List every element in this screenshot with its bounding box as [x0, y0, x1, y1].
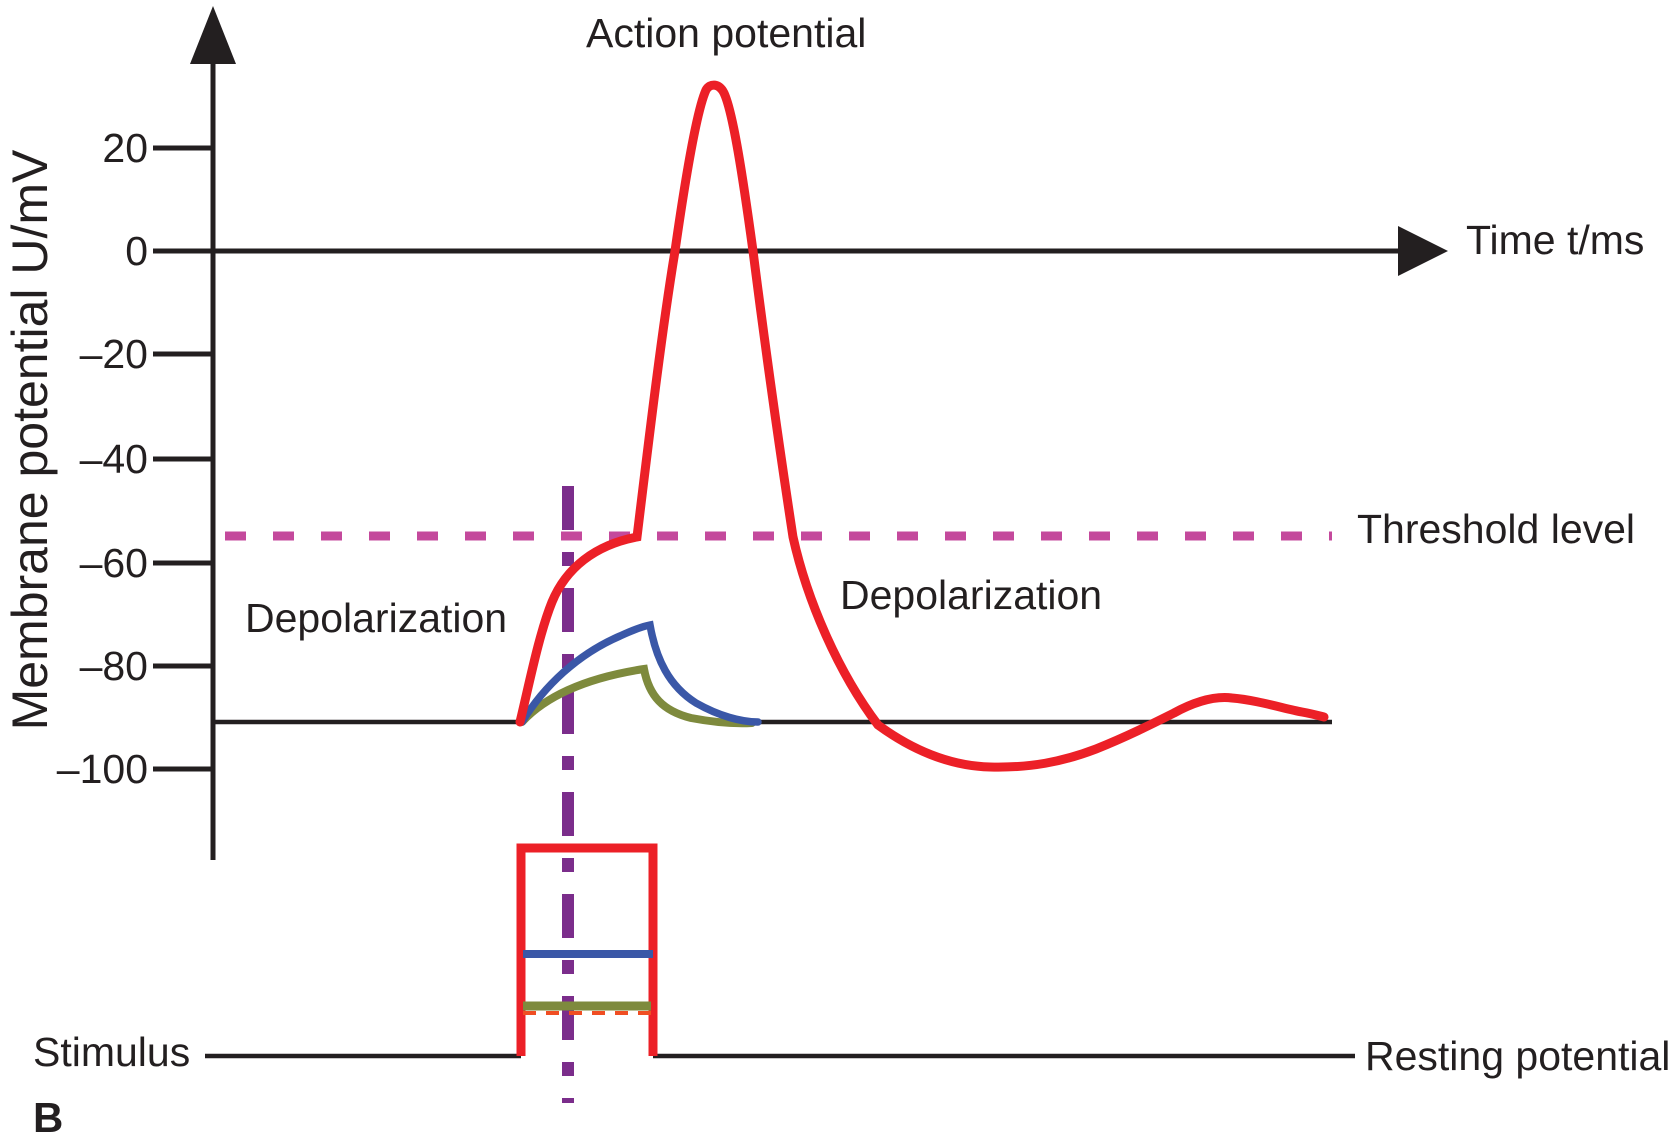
y-tick-label-20: 20 [102, 125, 148, 171]
x-axis-arrow-icon [1398, 226, 1448, 276]
y-tick-label-neg80: –80 [79, 643, 148, 689]
stimulus-label: Stimulus [33, 1029, 191, 1075]
y-tick-label-neg40: –40 [79, 436, 148, 482]
curve-subthreshold-weak [518, 664, 756, 728]
curve-subthreshold-medium [518, 620, 762, 726]
y-tick-label-neg20: –20 [79, 331, 148, 377]
chart-title-action-potential: Action potential [586, 10, 867, 56]
curve-action-potential [515, 80, 1329, 772]
depolarization-label-right: Depolarization [840, 572, 1103, 618]
resting-potential-label: Resting potential [1365, 1033, 1669, 1079]
y-tick-label-0: 0 [125, 228, 148, 274]
y-tick-label-neg100: –100 [56, 746, 148, 792]
y-tick-label-neg60: –60 [79, 540, 148, 586]
threshold-level-label: Threshold level [1357, 506, 1636, 552]
y-axis-arrow-icon [190, 6, 236, 64]
figure-panel-label: B [33, 1094, 64, 1140]
depolarization-label-left: Depolarization [245, 595, 508, 641]
x-axis-label: Time t/ms [1466, 217, 1645, 263]
